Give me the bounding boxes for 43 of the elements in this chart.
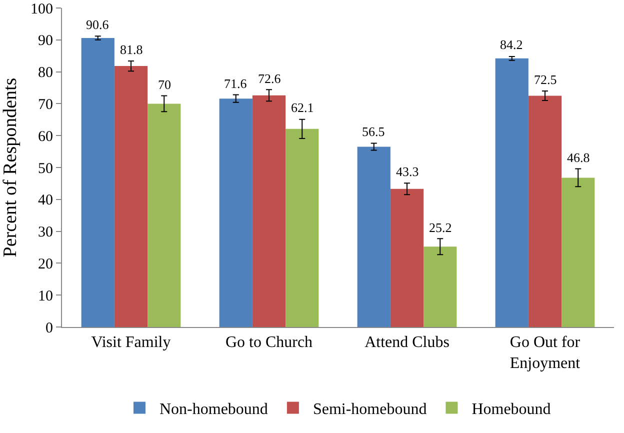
data-label: 71.6 [224, 76, 248, 91]
y-axis-title: Percent of Respondents [0, 78, 21, 258]
bar [148, 104, 181, 327]
data-label: 56.5 [362, 124, 385, 139]
legend-label: Non-homebound [160, 400, 268, 418]
data-label: 46.8 [567, 150, 590, 165]
bar [528, 96, 562, 327]
data-label: 25.2 [429, 220, 452, 235]
x-tick-label: Go to Church [225, 334, 313, 352]
data-label: 84.2 [500, 37, 523, 52]
y-tick-label: 100 [30, 1, 53, 18]
y-tick-label: 10 [38, 288, 53, 304]
x-tick-label: Go Out for Enjoyment [510, 334, 581, 372]
x-tick-label: Visit Family [91, 334, 171, 352]
y-tick-label: 30 [38, 224, 53, 241]
bar [286, 128, 319, 327]
legend-label: Homebound [472, 400, 551, 418]
data-label: 90.6 [86, 17, 110, 32]
data-label: 62.1 [291, 100, 314, 115]
bar [81, 38, 114, 327]
bar [390, 188, 424, 327]
y-tick-label: 70 [38, 96, 53, 113]
bar [424, 246, 457, 327]
x-tick-label: Attend Clubs [364, 334, 450, 352]
data-label: 72.6 [258, 71, 282, 86]
y-tick-label: 60 [38, 128, 53, 145]
legend-label: Semi-homebound [312, 400, 427, 418]
bar [357, 146, 390, 327]
y-tick-label: 50 [38, 160, 53, 177]
bar [252, 95, 286, 327]
y-tick-label: 40 [38, 192, 53, 209]
data-label: 43.3 [396, 164, 419, 179]
data-label: 70 [158, 77, 171, 92]
data-label: 72.5 [534, 72, 557, 87]
y-tick-label: 0 [46, 320, 53, 336]
data-label: 81.8 [120, 42, 143, 57]
bar [114, 66, 148, 327]
y-tick-label: 20 [38, 256, 53, 272]
y-tick-label: 90 [38, 33, 53, 50]
bar [562, 178, 595, 327]
bar [219, 98, 252, 327]
bar [495, 58, 528, 327]
y-tick-label: 80 [38, 65, 53, 82]
